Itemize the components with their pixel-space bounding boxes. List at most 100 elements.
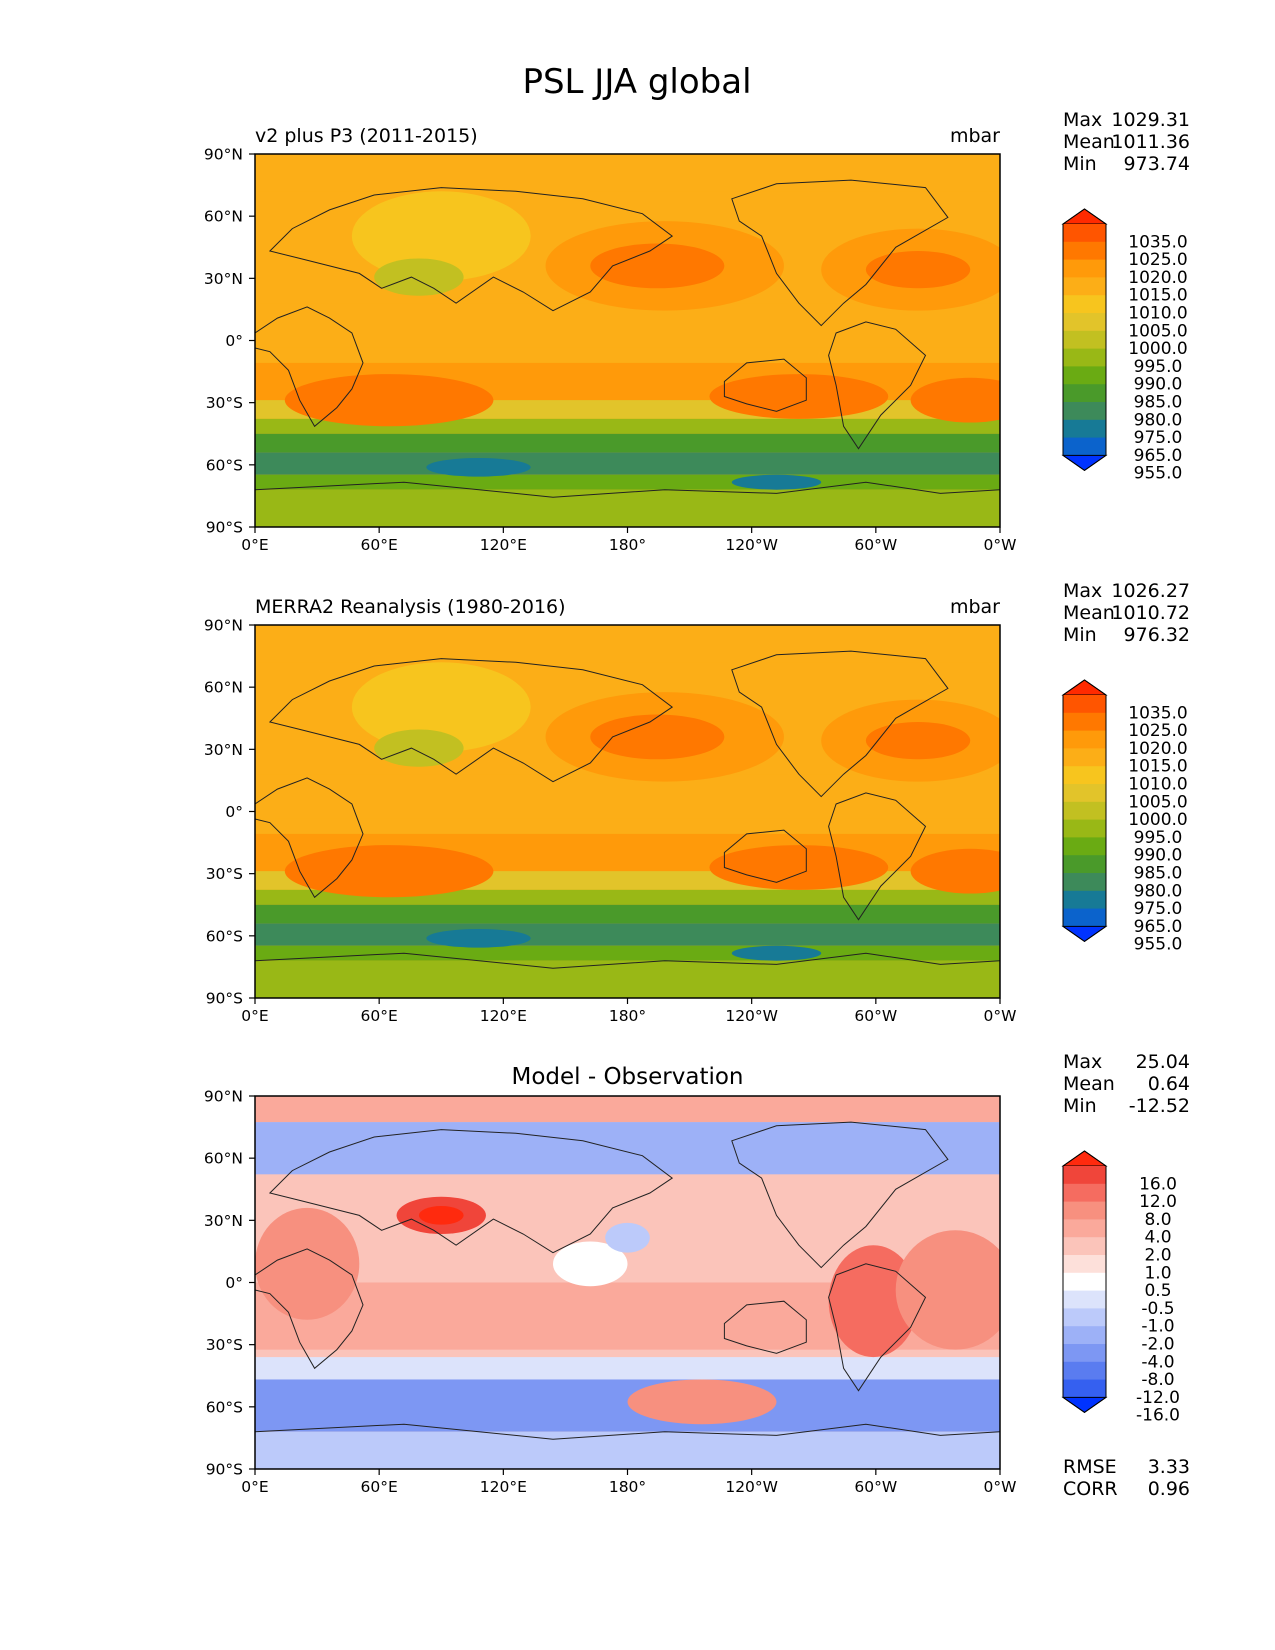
storm-track-band-1	[255, 433, 1000, 453]
stat-label: Mean	[1063, 602, 1115, 624]
colorbar-outline	[1062, 208, 1107, 472]
x-tick-label: 60°E	[361, 536, 398, 554]
y-tick-label: 60°S	[206, 456, 243, 474]
colorbar-segment	[1063, 437, 1106, 456]
stat-label: Mean	[1063, 131, 1115, 153]
southern-low-1	[426, 928, 531, 948]
y-tick-label: 90°S	[206, 1461, 243, 1479]
colorbar-segment	[1063, 890, 1106, 910]
colorbar-label: 1035.0	[1128, 703, 1187, 723]
colorbar-label: 975.0	[1134, 428, 1183, 448]
colorbar: 1035.01025.01020.01015.01010.01005.01000…	[1061, 208, 1188, 484]
stat-value: -12.52	[1129, 1095, 1190, 1117]
stat-label: Mean	[1063, 1073, 1115, 1095]
colorbar-segment	[1063, 1166, 1106, 1185]
antarctic-band-1	[255, 945, 1000, 961]
extra-stat-value: 0.96	[1148, 1478, 1190, 1500]
coastline	[255, 777, 364, 899]
transition-band	[255, 1357, 1000, 1380]
stat-value: 973.74	[1124, 153, 1190, 175]
africa-positive	[255, 1207, 360, 1320]
colorbar-segment	[1063, 313, 1106, 332]
southern-negative-band	[255, 1379, 1000, 1432]
coastline	[255, 306, 364, 428]
pacific-high-core	[590, 714, 725, 760]
south-atlantic-high	[910, 377, 1000, 423]
colorbar-outline	[1062, 1150, 1107, 1414]
colorbar-label: 1020.0	[1128, 268, 1187, 288]
tibet-core	[418, 1206, 464, 1225]
y-tick-label: 60°S	[206, 1398, 243, 1416]
y-tick-label: 90°N	[204, 617, 243, 635]
x-tick-label: 120°W	[725, 1007, 778, 1025]
colorbar-label: 1010.0	[1128, 775, 1187, 795]
colorbar-segment	[1063, 1361, 1106, 1381]
colorbar-extend-min	[1061, 454, 1108, 472]
x-tick-label: 60°E	[361, 1007, 398, 1025]
y-tick-label: 90°N	[204, 1088, 243, 1106]
colorbar-segment	[1063, 873, 1106, 892]
colorbar-label: 995.0	[1134, 828, 1183, 848]
panel-units: mbar	[950, 125, 1000, 147]
x-tick-label: 180°	[609, 1478, 646, 1496]
stat-value: 1026.27	[1111, 580, 1190, 602]
colorbar-segment	[1063, 1290, 1106, 1309]
x-tick-label: 0°W	[984, 536, 1017, 554]
coastline	[731, 179, 949, 327]
coastline	[268, 187, 674, 312]
colorbar-label: 1.0	[1144, 1263, 1171, 1283]
antarctic-band-1	[255, 474, 1000, 490]
colorbar-label: 980.0	[1134, 410, 1183, 430]
asia-low-region	[351, 662, 531, 752]
panel-title: MERRA2 Reanalysis (1980-2016)	[255, 596, 566, 618]
atlantic-high-core	[865, 721, 971, 760]
storm-track-band-2	[255, 923, 1000, 946]
colorbar-segment	[1063, 330, 1106, 350]
stat-label: Min	[1063, 153, 1097, 175]
high-lat-negative-band	[255, 1122, 1000, 1175]
southern-low-2	[731, 474, 822, 490]
coastline	[723, 829, 807, 883]
colorbar-label: -1.0	[1141, 1317, 1174, 1337]
colorbar-segment	[1063, 1237, 1106, 1256]
x-tick-label: 120°E	[480, 1007, 527, 1025]
colorbar-label: 955.0	[1134, 935, 1183, 955]
equator-band	[255, 774, 1000, 819]
colorbar-label: 16.0	[1139, 1174, 1177, 1194]
stat-value: 1029.31	[1111, 109, 1190, 131]
y-tick-label: 0°	[225, 803, 243, 821]
x-tick-label: 0°W	[984, 1478, 1017, 1496]
x-tick-label: 60°W	[854, 1478, 897, 1496]
north-band	[255, 625, 1000, 663]
y-tick-label: 90°S	[206, 519, 243, 537]
extra-stat-value: 3.33	[1148, 1456, 1190, 1478]
x-tick-label: 120°E	[480, 1478, 527, 1496]
coastline	[268, 658, 674, 783]
extra-stat-label: RMSE	[1063, 1456, 1117, 1478]
y-tick-label: 60°N	[204, 1150, 243, 1168]
colorbar-label: 1000.0	[1128, 339, 1187, 359]
colorbar: 16.012.08.04.02.01.00.5-0.5-1.0-2.0-4.0-…	[1061, 1150, 1180, 1426]
coastline	[255, 1248, 364, 1370]
coastline	[255, 481, 1000, 498]
stat-label: Max	[1063, 109, 1102, 131]
colorbar-segment	[1063, 766, 1106, 785]
stat-value: 0.64	[1148, 1073, 1190, 1095]
y-tick-label: 30°S	[206, 865, 243, 883]
y-tick-label: 60°N	[204, 679, 243, 697]
colorbar-segment	[1063, 819, 1106, 838]
stat-label: Max	[1063, 1051, 1102, 1073]
colorbar-label: 1005.0	[1128, 792, 1187, 812]
colorbar-label: 1010.0	[1128, 304, 1187, 324]
colorbar-segment	[1063, 1255, 1106, 1274]
colorbar-segment	[1063, 1272, 1106, 1292]
stat-value: 25.04	[1136, 1051, 1190, 1073]
colorbar-segment	[1063, 384, 1106, 403]
colorbar-label: 12.0	[1139, 1192, 1177, 1212]
panel-2: 0°E 60°E 120°E 180° 120°W 60°W 0°W 90°N 60°N 30°N…	[204, 580, 1190, 1025]
colorbar-label: 1035.0	[1128, 232, 1187, 252]
china-negative	[605, 1222, 650, 1253]
colorbar-segment	[1063, 348, 1106, 367]
colorbar-extend-max	[1061, 1150, 1108, 1167]
colorbar-label: 1005.0	[1128, 321, 1187, 341]
